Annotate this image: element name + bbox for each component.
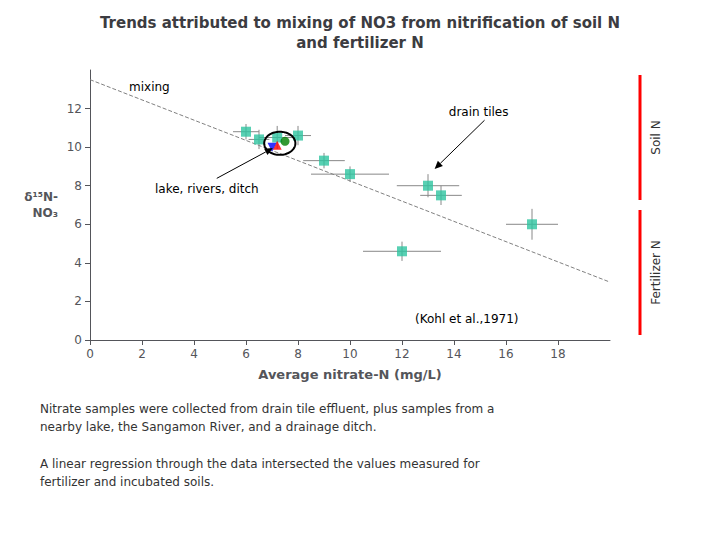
svg-text:Fertilizer N: Fertilizer N bbox=[649, 240, 663, 305]
svg-text:Soil N: Soil N bbox=[649, 120, 663, 154]
svg-text:12: 12 bbox=[394, 347, 409, 361]
svg-text:12: 12 bbox=[67, 102, 82, 116]
svg-text:8: 8 bbox=[294, 347, 302, 361]
svg-text:Average nitrate-N (mg/L): Average nitrate-N (mg/L) bbox=[258, 367, 441, 382]
svg-text:10: 10 bbox=[342, 347, 357, 361]
svg-text:A linear regression through th: A linear regression through the data int… bbox=[40, 457, 480, 471]
svg-text:8: 8 bbox=[74, 179, 82, 193]
svg-text:10: 10 bbox=[67, 140, 82, 154]
svg-text:drain tiles: drain tiles bbox=[449, 105, 509, 119]
svg-text:δ¹⁵N-: δ¹⁵N- bbox=[24, 190, 58, 204]
svg-text:6: 6 bbox=[242, 347, 250, 361]
svg-text:lake, rivers, ditch: lake, rivers, ditch bbox=[155, 182, 259, 196]
svg-text:mixing: mixing bbox=[129, 80, 170, 94]
svg-text:2: 2 bbox=[138, 347, 146, 361]
svg-text:6: 6 bbox=[74, 217, 82, 231]
svg-text:14: 14 bbox=[446, 347, 461, 361]
svg-text:fertilizer and incubated soils: fertilizer and incubated soils. bbox=[40, 475, 214, 489]
svg-text:Nitrate samples were collected: Nitrate samples were collected from drai… bbox=[40, 402, 494, 416]
svg-text:and fertilizer N: and fertilizer N bbox=[296, 34, 424, 52]
svg-text:(Kohl et al.,1971): (Kohl et al.,1971) bbox=[415, 312, 519, 326]
svg-text:0: 0 bbox=[86, 347, 94, 361]
svg-text:2: 2 bbox=[74, 294, 82, 308]
svg-text:nearby lake, the Sangamon Rive: nearby lake, the Sangamon River, and a d… bbox=[40, 420, 377, 434]
svg-text:NO₃: NO₃ bbox=[33, 206, 59, 220]
svg-text:16: 16 bbox=[498, 347, 513, 361]
svg-text:4: 4 bbox=[74, 256, 82, 270]
svg-text:18: 18 bbox=[550, 347, 565, 361]
svg-text:4: 4 bbox=[190, 347, 198, 361]
svg-text:Trends attributed to mixing of: Trends attributed to mixing of NO3 from … bbox=[100, 14, 620, 32]
svg-text:0: 0 bbox=[74, 333, 82, 347]
